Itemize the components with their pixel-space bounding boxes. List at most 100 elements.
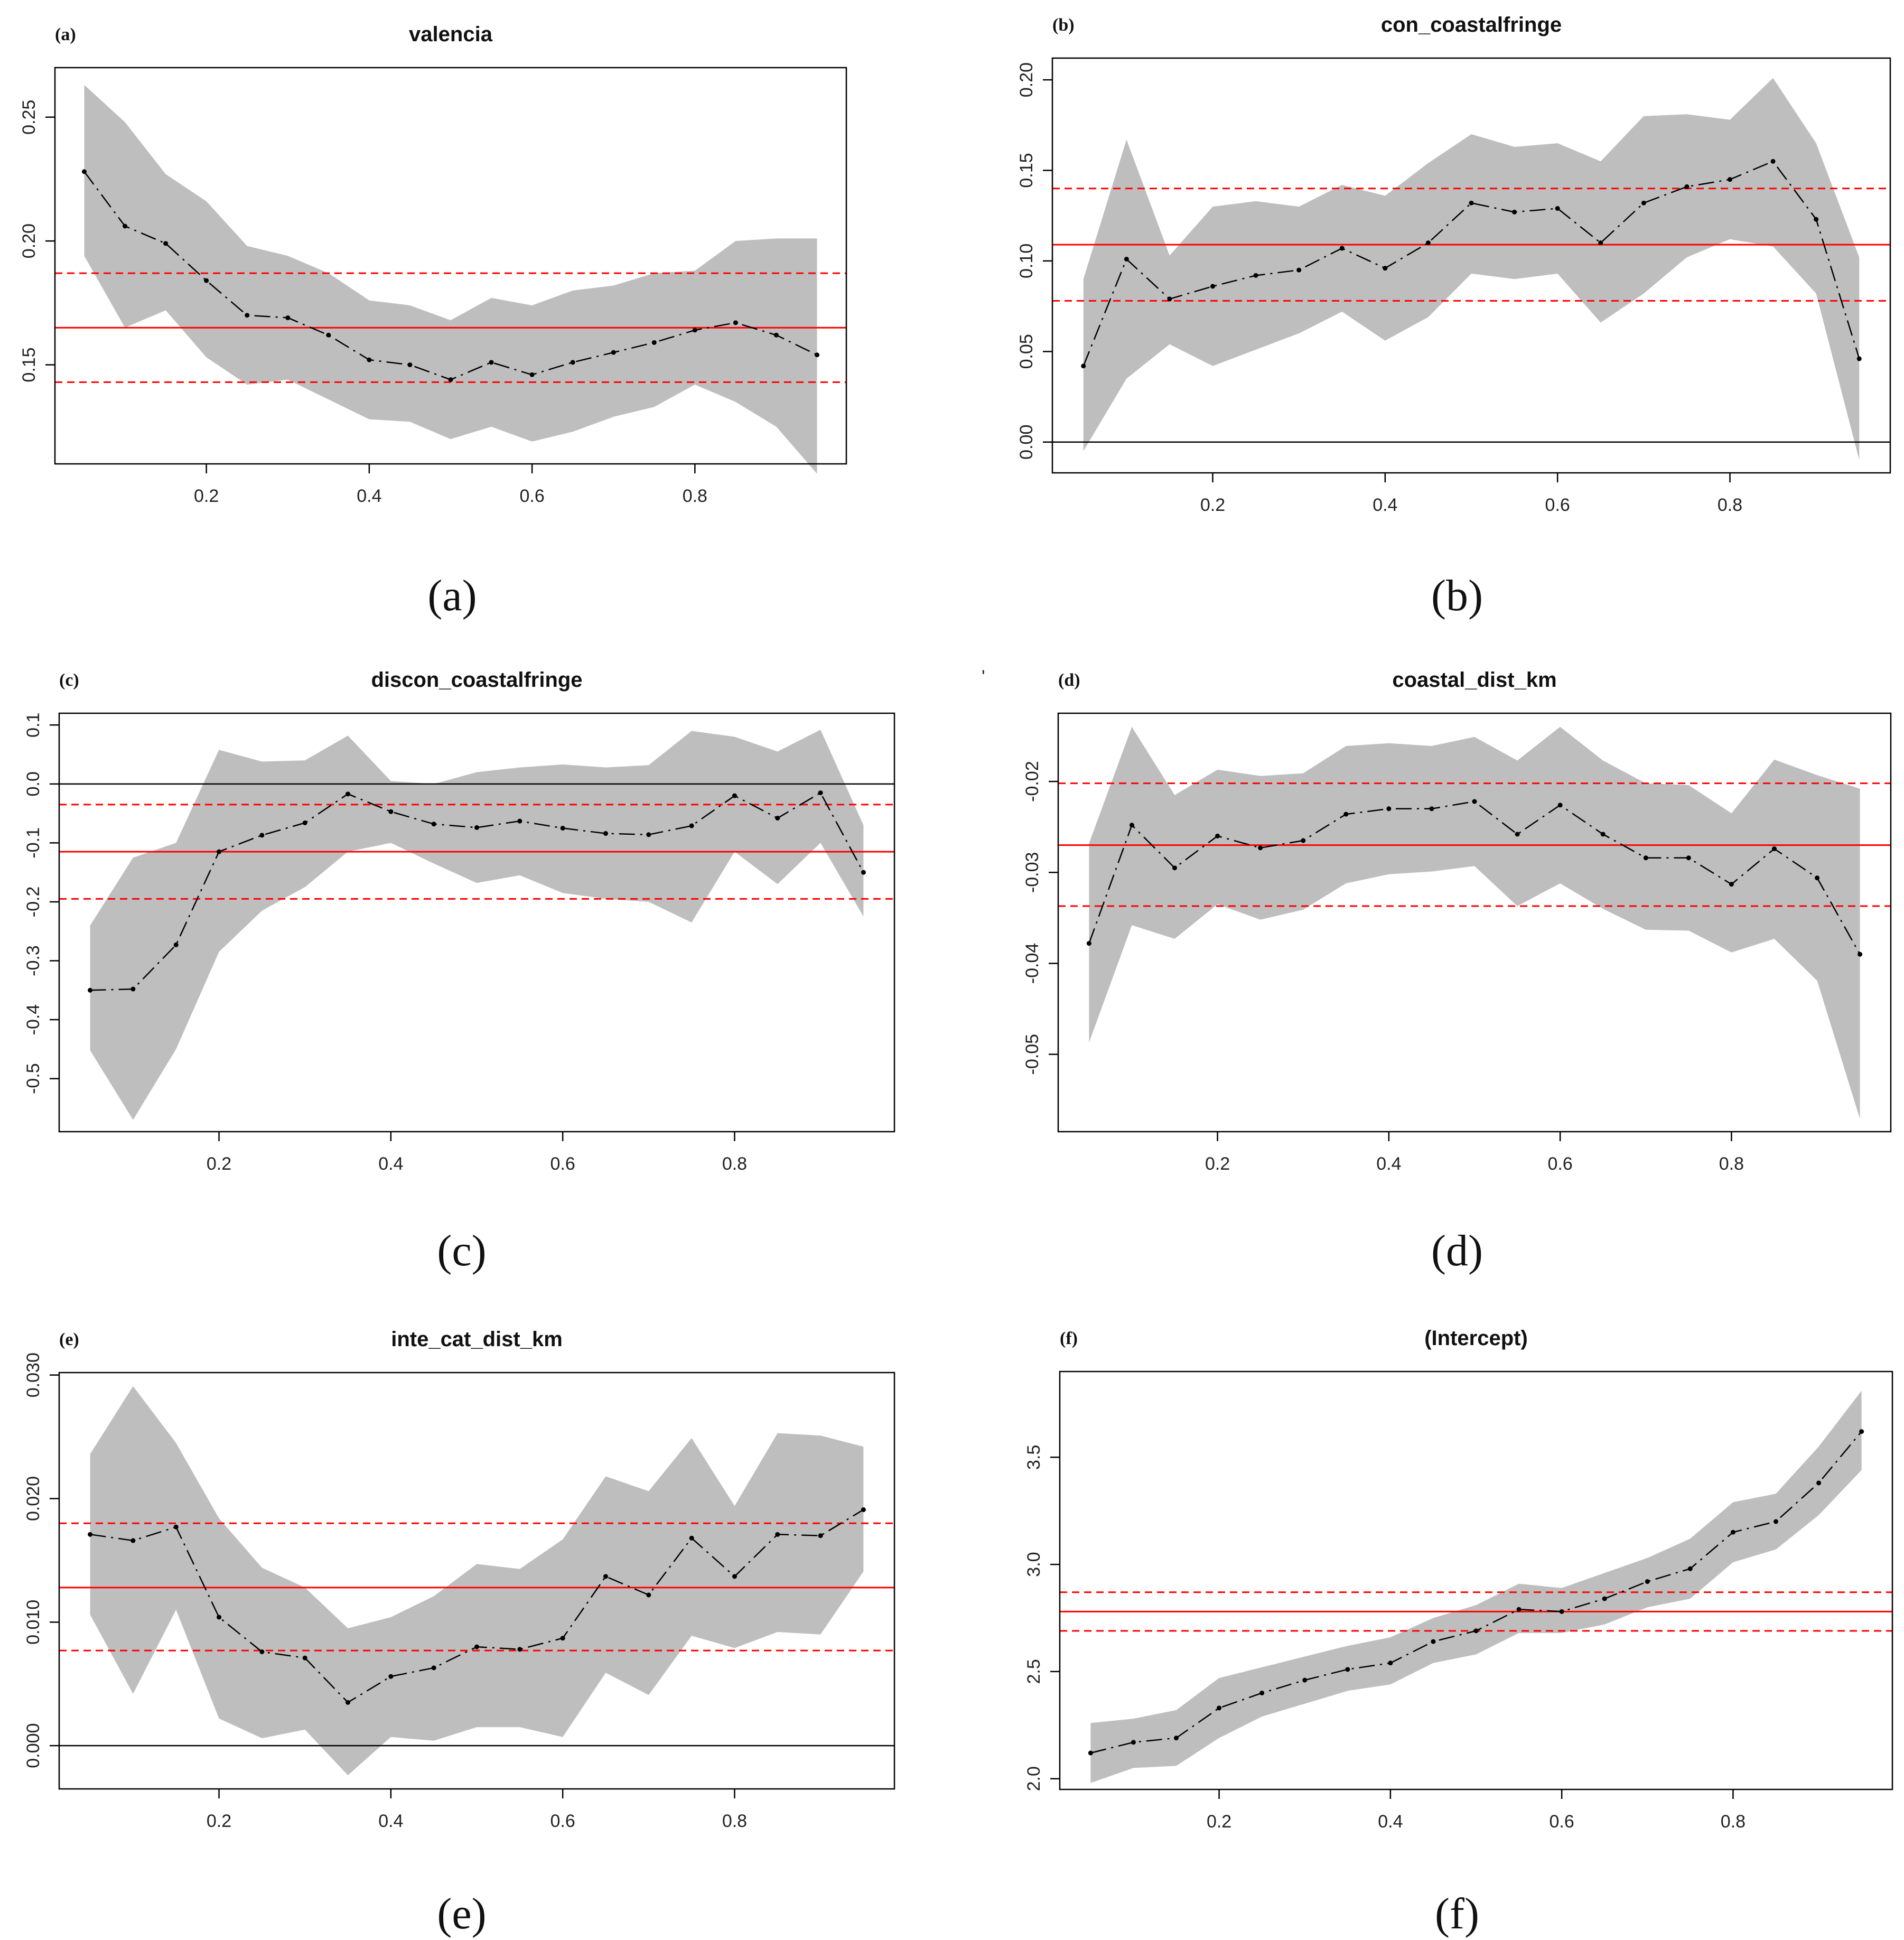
quantile-point (1858, 952, 1863, 957)
y-tick-label: 2.5 (1024, 1659, 1044, 1684)
plot-frame (1059, 1370, 1893, 1790)
quantile-point (529, 372, 535, 377)
y-tick-label: -0.3 (23, 945, 43, 976)
panel-6: 0.2 0.4 0.6 0.8 2.0 2.5 3.0 3.5 (f) (Intercept) (f… (1024, 1327, 1893, 1938)
quantile-point (204, 278, 209, 283)
plot-frame (58, 712, 895, 1133)
x-tick-label: 0.6 (519, 486, 544, 506)
x-tick-label: 0.4 (1373, 495, 1397, 515)
y-tick-label: -0.02 (1022, 761, 1042, 802)
y-tick-label: 0.010 (23, 1600, 43, 1645)
y-tick-label: -0.5 (23, 1063, 43, 1094)
quantile-point (1728, 177, 1733, 182)
quantile-point (1815, 875, 1820, 881)
x-tick-label: 0.8 (1721, 1812, 1746, 1832)
quantile-point (1339, 246, 1345, 251)
quantile-point (775, 816, 780, 821)
panel-title: (Intercept) (1424, 1327, 1528, 1350)
x-tick-label: 0.8 (722, 1154, 747, 1174)
panel-2: 0.2 0.4 0.6 0.8 0.00 0.05 0.10 0.15 0.20 (b) con_c… (1016, 13, 1891, 620)
x-tick-label: 0.4 (378, 1154, 403, 1174)
x-tick-label: 0.4 (1378, 1812, 1403, 1832)
quantile-point (1131, 1740, 1136, 1745)
quantile-point (775, 1532, 780, 1537)
y-tick-label: 0.15 (19, 347, 39, 382)
x-tick-label: 0.2 (207, 1154, 231, 1174)
quantile-point (285, 315, 291, 320)
panel-title: coastal_dist_km (1392, 668, 1556, 692)
x-tick-label: 0.6 (1550, 1812, 1574, 1832)
quantile-point (1301, 838, 1306, 843)
quantile-point (1643, 855, 1648, 861)
y-tick-label: -0.03 (1022, 852, 1042, 893)
panel-caption: (c) (437, 1226, 486, 1275)
quantile-point (1383, 266, 1388, 271)
quantile-point (88, 1532, 93, 1537)
quantile-point (1172, 865, 1178, 871)
quantile-point (1217, 1705, 1222, 1711)
quantile-point (517, 1647, 522, 1652)
y-tick-label: 0.020 (23, 1476, 43, 1521)
panel-caption: (b) (1431, 571, 1483, 620)
quantile-point (326, 332, 331, 338)
confidence-band (1083, 78, 1860, 460)
panel-5: 0.2 0.4 0.6 0.8 0.000 0.010 0.020 0.030 (e) inte_… (23, 1328, 895, 1938)
quantile-point (1515, 832, 1520, 837)
quantile-point (1516, 1607, 1522, 1612)
quantile-point (1559, 1609, 1564, 1614)
quantile-point (1124, 257, 1129, 262)
panel-4: 0.2 0.4 0.6 0.8 -0.05 -0.04 -0.03 -0.02 (d) coast… (1022, 668, 1892, 1275)
quantile-point (603, 1574, 608, 1579)
quantile-point (346, 1700, 351, 1705)
quantile-point (388, 809, 394, 814)
quantile-point (1258, 845, 1263, 851)
quantile-point (1088, 1750, 1093, 1756)
y-tick-label: 0.10 (1016, 244, 1037, 278)
plot-frame (1057, 712, 1892, 1133)
quantile-point (1641, 200, 1646, 206)
quantile-point (431, 1665, 436, 1671)
x-tick-label: 0.8 (683, 486, 707, 506)
quantile-point (517, 818, 522, 824)
quantile-point (1598, 240, 1603, 246)
quantile-point (1386, 806, 1392, 812)
quantile-point (1771, 846, 1777, 852)
quantile-point (1081, 363, 1086, 369)
quantile-point (1425, 240, 1431, 246)
quantile-point (1602, 1596, 1607, 1601)
quantile-point (259, 1649, 265, 1654)
plot-frame (1051, 57, 1891, 474)
quantile-point (245, 313, 250, 318)
panel-1: 0.2 0.4 0.6 0.8 0.15 0.20 0.25 (a) valencia (a) (19, 23, 847, 620)
x-tick-label: 0.8 (1718, 495, 1742, 515)
y-tick-label: 0.20 (19, 223, 39, 258)
quantile-point (173, 942, 179, 947)
x-tick-label: 0.6 (1545, 495, 1570, 515)
quantile-point (689, 1535, 694, 1541)
quantile-point (560, 826, 565, 831)
quantile-point (367, 357, 372, 362)
quantile-point (646, 1592, 651, 1598)
quantile-point (818, 790, 823, 796)
confidence-band (1089, 726, 1860, 1119)
y-tick-label: 0.20 (1016, 62, 1037, 97)
y-tick-label: 0.25 (19, 100, 39, 135)
quantile-point (217, 849, 222, 854)
quantile-point (1814, 217, 1819, 222)
quantile-point (302, 1655, 307, 1661)
x-tick-label: 0.2 (1205, 1154, 1230, 1174)
quantile-point (123, 223, 128, 229)
x-tick-label: 0.8 (722, 1811, 747, 1831)
quantile-point (448, 377, 453, 383)
y-tick-label: 0.05 (1016, 334, 1037, 369)
quantile-point (173, 1524, 179, 1529)
quantile-point (1859, 1429, 1864, 1434)
quantile-point (611, 350, 616, 355)
x-tick-label: 0.2 (1200, 495, 1225, 515)
panel-caption: (d) (1431, 1226, 1483, 1275)
quantile-point (815, 352, 820, 358)
y-tick-label: 0.00 (1016, 425, 1037, 460)
x-tick-label: 0.6 (550, 1154, 575, 1174)
quantile-point (217, 1615, 222, 1620)
quantile-point (732, 793, 737, 798)
